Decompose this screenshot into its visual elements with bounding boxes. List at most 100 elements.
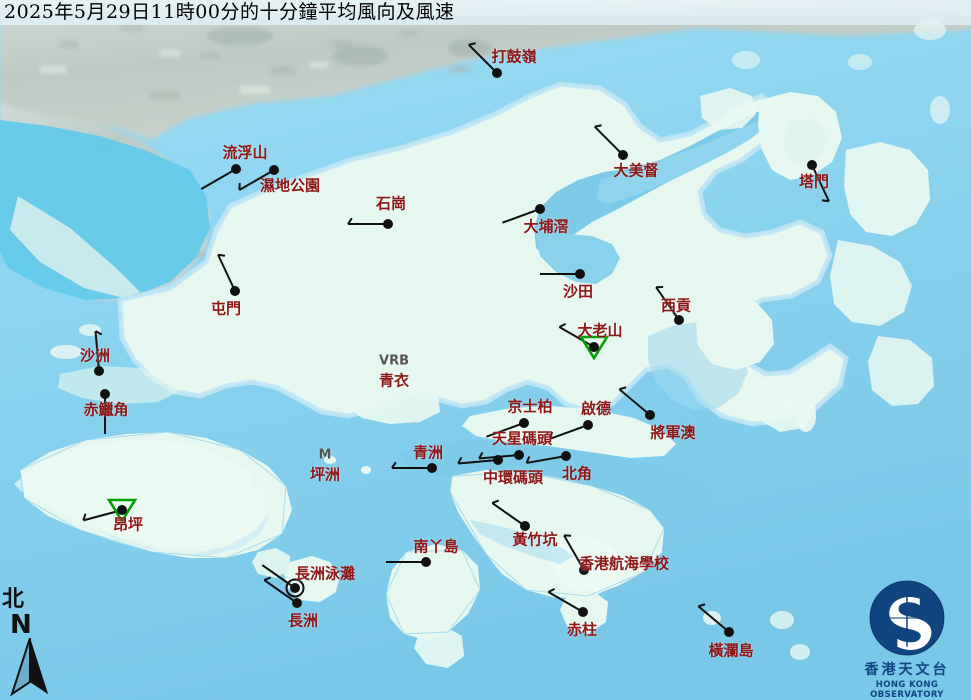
station-label-kings-park[interactable]: 京士柏 <box>507 397 553 416</box>
station-wetland-park <box>238 165 279 191</box>
station-label-chek-lap-kok[interactable]: 赤鱲角 <box>83 400 129 419</box>
wind-barb-shaft <box>563 534 585 571</box>
station-label-ta-kwu-ling[interactable]: 打鼓嶺 <box>491 47 537 66</box>
station-label-north-point[interactable]: 北角 <box>561 464 593 483</box>
station-waglan-island <box>697 603 734 637</box>
station-stanley <box>547 587 588 617</box>
station-label-cheung-chau-beach[interactable]: 長洲泳灘 <box>294 564 356 583</box>
north-arrow: 北 N <box>2 588 58 700</box>
wind-barb-shaft <box>550 424 589 440</box>
station-label-tsing-yi[interactable]: 青衣 <box>378 371 410 390</box>
station-dot-icon <box>561 451 571 461</box>
station-dot-icon <box>520 521 530 531</box>
station-label-peng-chau[interactable]: 坪洲 <box>309 465 341 484</box>
station-wong-chuk-hang <box>491 499 530 531</box>
station-dot-icon <box>290 583 300 593</box>
station-sha-tin <box>540 269 585 279</box>
station-dot-icon <box>117 505 127 515</box>
wind-barb-feather-half <box>594 124 602 128</box>
station-sha-chau <box>94 330 104 376</box>
station-ngong-ping <box>82 498 138 524</box>
hko-logo-name-cn: 香港天文台 <box>864 662 950 678</box>
station-label-sai-kung[interactable]: 西貢 <box>660 296 692 315</box>
station-label-green-island[interactable]: 青洲 <box>412 443 444 462</box>
station-label-tai-mei-tuk[interactable]: 大美督 <box>613 161 659 180</box>
wind-barb-shaft <box>200 168 237 190</box>
wind-barb-feather-half <box>549 431 553 439</box>
station-dot-icon <box>578 607 588 617</box>
station-dot-icon <box>807 160 817 170</box>
wind-barb-feather-half <box>217 253 226 257</box>
station-label-ngong-ping[interactable]: 昂坪 <box>112 515 144 534</box>
wind-barb-shaft <box>594 126 624 156</box>
station-label-sha-chau[interactable]: 沙洲 <box>79 346 111 365</box>
station-dot-icon <box>519 418 529 428</box>
station-sai-kung <box>655 286 684 325</box>
station-dot-icon <box>514 450 524 460</box>
station-label-tap-mun[interactable]: 塔門 <box>798 172 830 191</box>
station-dot-icon <box>645 410 655 420</box>
station-sea-school <box>563 534 589 575</box>
station-label-tseung-kwan-o[interactable]: 將軍澳 <box>650 423 696 442</box>
station-label-tai-po-kau[interactable]: 大埔滘 <box>523 217 569 236</box>
hong-kong-island <box>450 470 664 634</box>
wind-barb-feather-half <box>263 576 272 581</box>
station-shek-kong <box>347 217 393 229</box>
station-north-point <box>525 451 571 464</box>
station-kai-tak <box>549 420 593 440</box>
station-dot-icon <box>383 219 393 229</box>
wind-barb-shaft <box>526 455 567 464</box>
station-label-waglan-island[interactable]: 橫瀾島 <box>708 641 754 660</box>
station-tseung-kwan-o <box>618 386 655 420</box>
station-label-lau-fau-shan[interactable]: 流浮山 <box>222 143 268 162</box>
station-label-shek-kong[interactable]: 石崗 <box>375 194 407 213</box>
hko-logo: 香港天文台 HONG KONG OBSERVATORY <box>848 578 966 700</box>
station-label-sea-school[interactable]: 香港航海學校 <box>578 554 670 573</box>
small-islands <box>50 20 950 660</box>
station-label-tates-cairn[interactable]: 大老山 <box>577 321 623 340</box>
station-label-kai-tak[interactable]: 啟德 <box>580 399 612 418</box>
station-dot-icon <box>589 342 599 352</box>
station-dot-icon <box>492 68 502 78</box>
station-highlight-triangle-icon <box>578 335 610 361</box>
station-dot-icon <box>230 286 240 296</box>
wind-barb-feather-half <box>698 603 706 608</box>
wind-barb-feather-half <box>391 461 397 469</box>
station-dot-icon <box>724 627 734 637</box>
northeast-islands <box>700 88 934 406</box>
station-dot-icon <box>100 389 110 399</box>
wind-barb-feather-half <box>525 456 531 464</box>
wind-barb-shaft <box>618 388 651 416</box>
station-label-tuen-mun[interactable]: 屯門 <box>210 299 242 318</box>
wind-barb-feather-half <box>95 330 103 336</box>
station-dot-icon <box>575 269 585 279</box>
page-title: 2025年5月29日11時00分的十分鐘平均風向及風速 <box>4 1 455 23</box>
station-label-central-pier[interactable]: 中環碼頭 <box>482 468 544 487</box>
station-label-wong-chuk-hang[interactable]: 黃竹坑 <box>512 530 558 549</box>
station-label-star-ferry[interactable]: 天星碼頭 <box>491 429 553 448</box>
station-dot-icon <box>493 455 503 465</box>
station-kings-park <box>486 418 529 438</box>
station-code-peng-chau: M <box>318 447 332 463</box>
wind-barb-shaft <box>468 44 498 74</box>
station-dot-icon <box>421 557 431 567</box>
station-lau-fau-shan <box>200 164 241 190</box>
station-cheung-chau <box>263 576 302 608</box>
deep-bay-water <box>0 120 210 300</box>
wind-barb-shaft <box>811 164 830 202</box>
station-green-island <box>391 461 437 473</box>
station-label-sha-tin[interactable]: 沙田 <box>562 282 594 301</box>
lamma-island-landmass <box>386 544 480 668</box>
station-tates-cairn <box>558 322 610 361</box>
wind-barb-shaft <box>491 502 526 527</box>
station-label-wetland-park[interactable]: 濕地公園 <box>259 176 321 195</box>
wind-barb-feather-half <box>821 199 830 203</box>
station-dot-icon <box>674 315 684 325</box>
north-arrow-glyph <box>10 638 48 697</box>
station-central-pier <box>457 455 503 465</box>
station-label-stanley[interactable]: 赤柱 <box>566 620 598 639</box>
station-label-lamma-island[interactable]: 南丫島 <box>413 537 459 556</box>
station-dot-icon <box>231 164 241 174</box>
station-label-cheung-chau[interactable]: 長洲 <box>287 611 319 630</box>
